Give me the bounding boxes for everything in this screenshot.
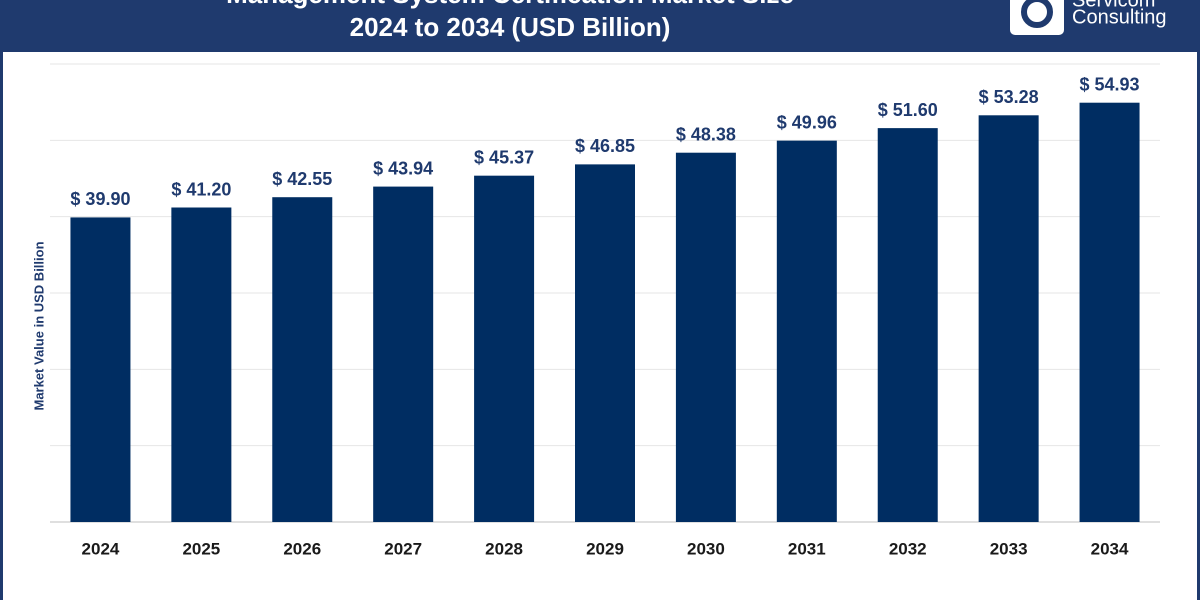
y-axis-label: Market Value in USD Billion xyxy=(31,241,46,410)
data-label: $ 53.28 xyxy=(979,87,1039,107)
bar xyxy=(474,175,535,522)
x-tick-label: 2027 xyxy=(384,539,422,558)
data-label: $ 49.96 xyxy=(777,112,837,132)
x-tick-label: 2029 xyxy=(586,539,624,558)
bar xyxy=(877,128,938,522)
logo-mark xyxy=(1021,0,1053,28)
data-label: $ 46.85 xyxy=(575,136,635,156)
data-label: $ 51.60 xyxy=(878,100,938,120)
data-label: $ 43.94 xyxy=(373,158,433,178)
x-tick-label: 2031 xyxy=(788,539,826,558)
data-label: $ 48.38 xyxy=(676,124,736,144)
x-tick-label: 2033 xyxy=(990,539,1028,558)
x-tick-label: 2025 xyxy=(182,539,220,558)
bar xyxy=(272,197,333,522)
x-tick-label: 2026 xyxy=(283,539,321,558)
bar xyxy=(70,217,131,522)
data-label: $ 54.93 xyxy=(1080,74,1140,94)
x-tick-label: 2030 xyxy=(687,539,725,558)
brand-name: Consulting xyxy=(1072,6,1167,28)
x-tick-label: 2034 xyxy=(1091,539,1129,558)
bar xyxy=(1079,102,1140,523)
data-label: $ 39.90 xyxy=(70,189,130,209)
bar xyxy=(675,152,736,522)
x-tick-label: 2032 xyxy=(889,539,927,558)
chart-title: Management System Certification Market S… xyxy=(226,0,794,9)
data-label: $ 45.37 xyxy=(474,147,534,167)
x-tick-label: 2024 xyxy=(82,539,120,558)
bar xyxy=(171,207,232,523)
bar xyxy=(776,140,837,522)
bar xyxy=(575,164,635,522)
x-tick-label: 2028 xyxy=(485,539,523,558)
brand-name: Servicom xyxy=(1072,0,1155,11)
data-label: $ 41.20 xyxy=(171,179,231,199)
chart-subtitle: 2024 to 2034 (USD Billion) xyxy=(350,12,671,42)
bar xyxy=(373,186,434,522)
logo-icon xyxy=(1010,0,1064,35)
bar xyxy=(978,115,1039,523)
data-label: $ 42.55 xyxy=(272,169,332,189)
